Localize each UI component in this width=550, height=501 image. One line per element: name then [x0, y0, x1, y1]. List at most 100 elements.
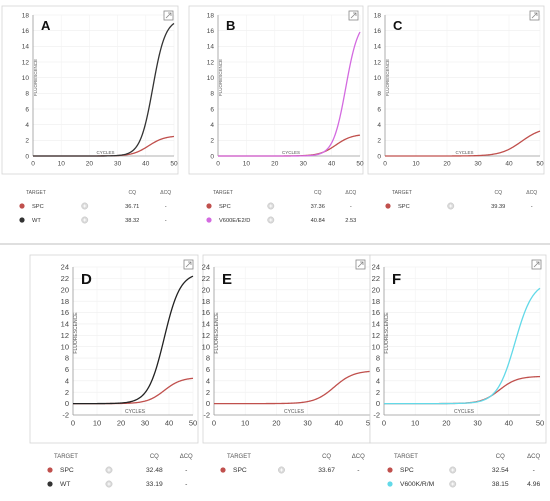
target-name: V600E/E2/D	[219, 218, 250, 224]
expand-icon[interactable]	[355, 259, 366, 270]
x-tick-label: 40	[142, 161, 150, 168]
y-tick-label: 22	[372, 274, 380, 283]
y-tick-label: 4	[376, 376, 380, 385]
info-icon[interactable]	[105, 466, 113, 474]
table-row: V600E/E2/D 40.84 2.53	[206, 216, 356, 224]
series-line-v600k-r-m	[384, 287, 541, 405]
info-icon[interactable]	[449, 466, 457, 474]
target-name: V600K/R/M	[400, 481, 435, 488]
x-tick-label: 50	[356, 161, 364, 168]
x-tick-label: 0	[216, 161, 220, 168]
x-tick-label: 30	[300, 161, 308, 168]
x-tick-label: 10	[93, 419, 101, 428]
results-table-d: TARGET CQ ΔCQ SPC 32.48 - WT 33.19 -	[47, 454, 193, 488]
y-tick-label: 18	[372, 297, 380, 306]
header-delta-cq: ΔCQ	[526, 190, 537, 196]
y-tick-label: 8	[377, 91, 381, 98]
y-tick-label: 20	[372, 285, 380, 294]
info-icon[interactable]	[267, 202, 275, 210]
y-tick-label: 0	[25, 153, 29, 160]
info-icon[interactable]	[447, 202, 455, 210]
y-tick-label: 0	[206, 399, 210, 408]
x-tick-label: 40	[165, 419, 173, 428]
panel-e: -202468101214161820222401020304050CYCLES…	[202, 254, 374, 444]
target-color-dot	[387, 467, 393, 473]
target-name: SPC	[233, 467, 247, 474]
target-color-dot	[19, 217, 25, 223]
info-icon[interactable]	[449, 480, 457, 488]
y-tick-label: 16	[202, 308, 210, 317]
delta-cq-value: -	[350, 204, 352, 210]
y-tick-label: 6	[65, 365, 69, 374]
y-tick-label: 4	[210, 122, 214, 129]
results-table-e: TARGET CQ ΔCQ SPC 33.67 -	[220, 454, 365, 474]
y-tick-label: 16	[207, 28, 215, 35]
y-tick-label: 2	[25, 138, 29, 145]
y-tick-label: 4	[206, 376, 210, 385]
x-axis-title: CYCLES	[284, 409, 305, 415]
expand-icon[interactable]	[348, 10, 359, 21]
target-color-dot	[19, 203, 25, 209]
info-icon[interactable]	[81, 202, 89, 210]
table-row: SPC 33.67 -	[220, 466, 359, 474]
y-tick-label: 4	[65, 376, 69, 385]
x-tick-label: 30	[114, 161, 122, 168]
header-cq: CQ	[322, 454, 331, 460]
expand-icon[interactable]	[183, 259, 194, 270]
cq-value: 38.32	[125, 218, 139, 224]
cq-value: 39.39	[491, 204, 505, 210]
x-tick-label: 20	[86, 161, 94, 168]
y-tick-label: 0	[377, 153, 381, 160]
info-icon[interactable]	[81, 216, 89, 224]
header-target: TARGET	[227, 454, 251, 460]
target-name: SPC	[398, 204, 410, 210]
y-tick-label: 10	[202, 342, 210, 351]
x-axis-title: CYCLES	[282, 150, 300, 155]
y-tick-label: 14	[61, 320, 69, 329]
info-icon[interactable]	[267, 216, 275, 224]
y-tick-label: 14	[22, 44, 30, 51]
x-tick-label: 50	[189, 419, 197, 428]
x-tick-label: 40	[328, 161, 336, 168]
panel-b: 0 2 4 6 8 10 12 14 16 18 0 10 20 30 40 50 CYCLES FLUORESC…	[188, 5, 364, 175]
panel-label: E	[222, 271, 232, 288]
y-tick-label: 24	[61, 263, 69, 272]
delta-cq-value: 4.96	[527, 481, 540, 488]
target-color-dot	[385, 203, 391, 209]
header-target: TARGET	[54, 454, 78, 460]
x-tick-label: 0	[383, 161, 387, 168]
header-target: TARGET	[392, 190, 412, 196]
header-target: TARGET	[394, 454, 418, 460]
y-tick-label: 2	[210, 138, 214, 145]
y-tick-label: 8	[376, 354, 380, 363]
y-tick-label: 8	[25, 91, 29, 98]
info-icon[interactable]	[278, 466, 285, 474]
y-tick-label: 16	[372, 308, 380, 317]
header-target: TARGET	[213, 190, 233, 196]
y-tick-label: 18	[374, 12, 382, 19]
y-tick-label: -2	[203, 411, 210, 420]
y-axis-title: FLUORESCENCE	[218, 59, 223, 96]
x-tick-label: 0	[382, 419, 386, 428]
y-tick-label: 6	[377, 106, 381, 113]
panel-frame	[369, 254, 547, 444]
info-icon[interactable]	[105, 480, 113, 488]
y-tick-label: 8	[210, 91, 214, 98]
cq-value: 33.19	[146, 481, 163, 488]
x-tick-label: 20	[271, 161, 279, 168]
expand-icon[interactable]	[531, 259, 542, 270]
header-delta-cq: ΔCQ	[180, 454, 193, 460]
y-tick-label: 10	[22, 75, 30, 82]
expand-icon[interactable]	[529, 10, 540, 21]
x-tick-label: 0	[212, 419, 216, 428]
y-tick-label: 6	[25, 106, 29, 113]
cq-value: 38.15	[492, 481, 509, 488]
x-tick-label: 10	[412, 161, 420, 168]
x-tick-label: 50	[536, 419, 544, 428]
expand-icon[interactable]	[163, 10, 174, 21]
x-tick-label: 20	[443, 161, 451, 168]
target-color-dot	[206, 217, 212, 223]
x-tick-label: 40	[505, 419, 513, 428]
